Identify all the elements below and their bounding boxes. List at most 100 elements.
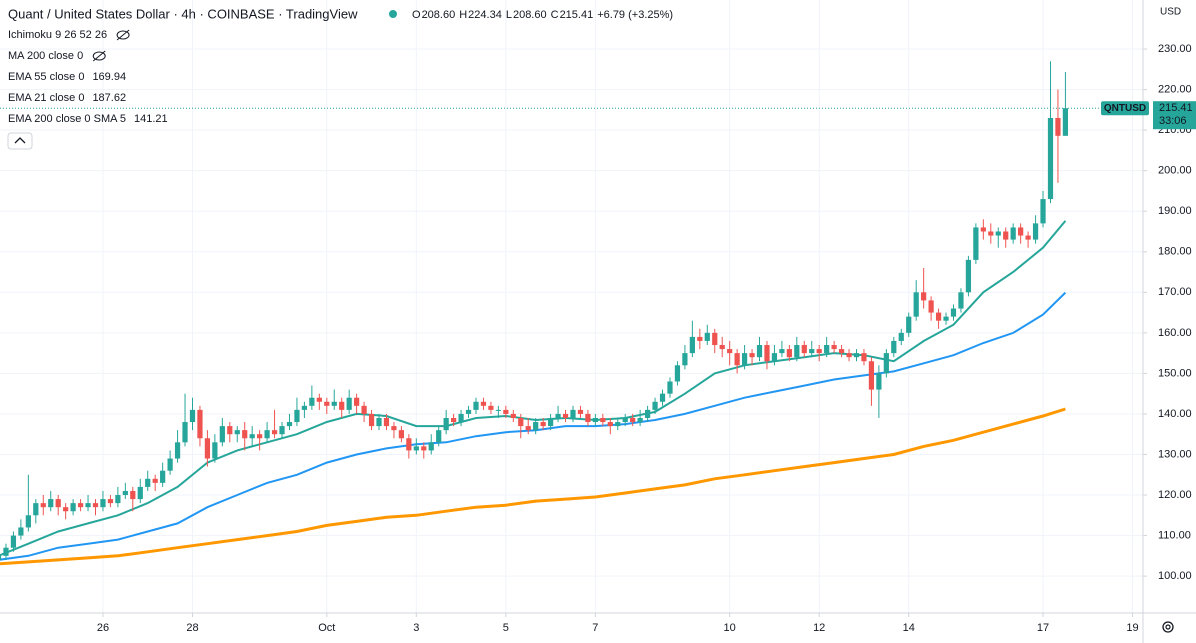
candle-body (980, 227, 986, 232)
candle-body (115, 495, 121, 504)
indicator-line (0, 407, 1066, 566)
gear-ring (1162, 621, 1174, 633)
candle-body (779, 349, 785, 354)
candle-body (659, 393, 666, 402)
candle-body (219, 426, 225, 443)
candle-body (234, 430, 240, 435)
candle-body (637, 417, 643, 423)
x-tick-label: 26 (97, 622, 109, 634)
candle-body (63, 507, 69, 512)
candle-body (160, 470, 166, 483)
ohlc-key: L (506, 9, 512, 21)
candle-body (130, 490, 136, 500)
chart-title: Quant / United States Dollar · 4h · COIN… (8, 6, 358, 21)
candle-body (540, 422, 546, 427)
y-tick-label: 230.00 (1158, 43, 1192, 55)
candle-body (622, 417, 628, 423)
candle-body (473, 401, 479, 410)
candle-body (958, 292, 964, 309)
x-tick-label: 7 (592, 622, 598, 634)
candle-body (316, 397, 322, 402)
candle-body (18, 527, 24, 536)
countdown-label: 33:06 (1159, 115, 1187, 127)
candle-body (428, 442, 434, 451)
candle-body (674, 365, 681, 382)
candle-body (1025, 235, 1031, 240)
candle-body (25, 515, 31, 528)
eye-slash (116, 29, 130, 41)
candle-body (704, 332, 710, 341)
candle-body (391, 426, 397, 431)
candle-body (935, 312, 942, 321)
candle-body (1018, 227, 1024, 236)
candle-body (182, 422, 188, 443)
ohlc-value: 224.34 (468, 9, 502, 21)
x-tick-label: 28 (186, 622, 198, 634)
x-tick-label: 19 (1126, 622, 1138, 634)
candle-body (107, 499, 114, 504)
ohlc-value: 208.60 (422, 9, 456, 21)
candle-body (898, 332, 904, 341)
candle-body (346, 397, 352, 410)
candle-body (421, 446, 427, 451)
candle-body (719, 345, 725, 350)
candle-body (55, 499, 61, 508)
price-tag (1153, 101, 1196, 130)
candle-body (950, 308, 957, 317)
symbol-tag-label: QNTUSD (1104, 103, 1146, 114)
candle-body (339, 401, 345, 410)
candle-body (137, 486, 143, 500)
candle-body (712, 332, 718, 346)
candle-body (77, 503, 84, 508)
candle-body (309, 397, 315, 406)
candle-body (749, 353, 755, 358)
candle-body (271, 430, 278, 435)
y-tick-label: 140.00 (1158, 408, 1192, 420)
candle-body (0, 555, 2, 560)
candle-body (973, 227, 979, 260)
candle-body (906, 316, 912, 333)
eye-icon (92, 51, 106, 61)
candle-body (189, 409, 196, 423)
candle-body (174, 442, 181, 459)
candle-body (1062, 108, 1069, 136)
candle-body (242, 430, 248, 439)
indicator-name: EMA 200 close 0 SMA 5 (8, 113, 126, 125)
y-tick-label: 170.00 (1158, 286, 1192, 298)
candle-body (943, 316, 949, 321)
candle-body (85, 503, 91, 508)
collapse-icon (14, 137, 26, 144)
candle-body (152, 478, 158, 483)
candle-body (92, 503, 99, 508)
settings-icon[interactable] (1162, 621, 1174, 633)
candle-body (70, 503, 76, 512)
candle-body (824, 345, 830, 354)
candle-body (100, 499, 106, 508)
candle-body (838, 349, 845, 354)
price-tag-label: 215.41 (1159, 102, 1193, 114)
y-tick-label: 120.00 (1158, 489, 1192, 501)
candle-body (592, 417, 598, 423)
candle-body (301, 405, 308, 410)
candle-body (547, 417, 554, 427)
y-tick-label: 100.00 (1158, 570, 1192, 582)
candle-body (809, 349, 815, 354)
candle-body (33, 503, 39, 516)
candle-body (846, 353, 852, 358)
candle-body (921, 292, 927, 301)
candle-body (891, 340, 897, 354)
candle-body (756, 345, 763, 358)
candle-body (443, 417, 449, 431)
collapse-button[interactable] (7, 132, 33, 150)
candle-body (227, 426, 233, 435)
candle-body (995, 231, 1001, 236)
candle-body (727, 349, 733, 354)
candle-body (145, 478, 151, 487)
y-tick-label: 180.00 (1158, 246, 1192, 258)
candle-body (577, 409, 584, 414)
grid (0, 0, 1143, 613)
candle-body (279, 426, 285, 435)
indicator-value: 187.62 (92, 92, 126, 104)
candle-body (794, 345, 800, 358)
